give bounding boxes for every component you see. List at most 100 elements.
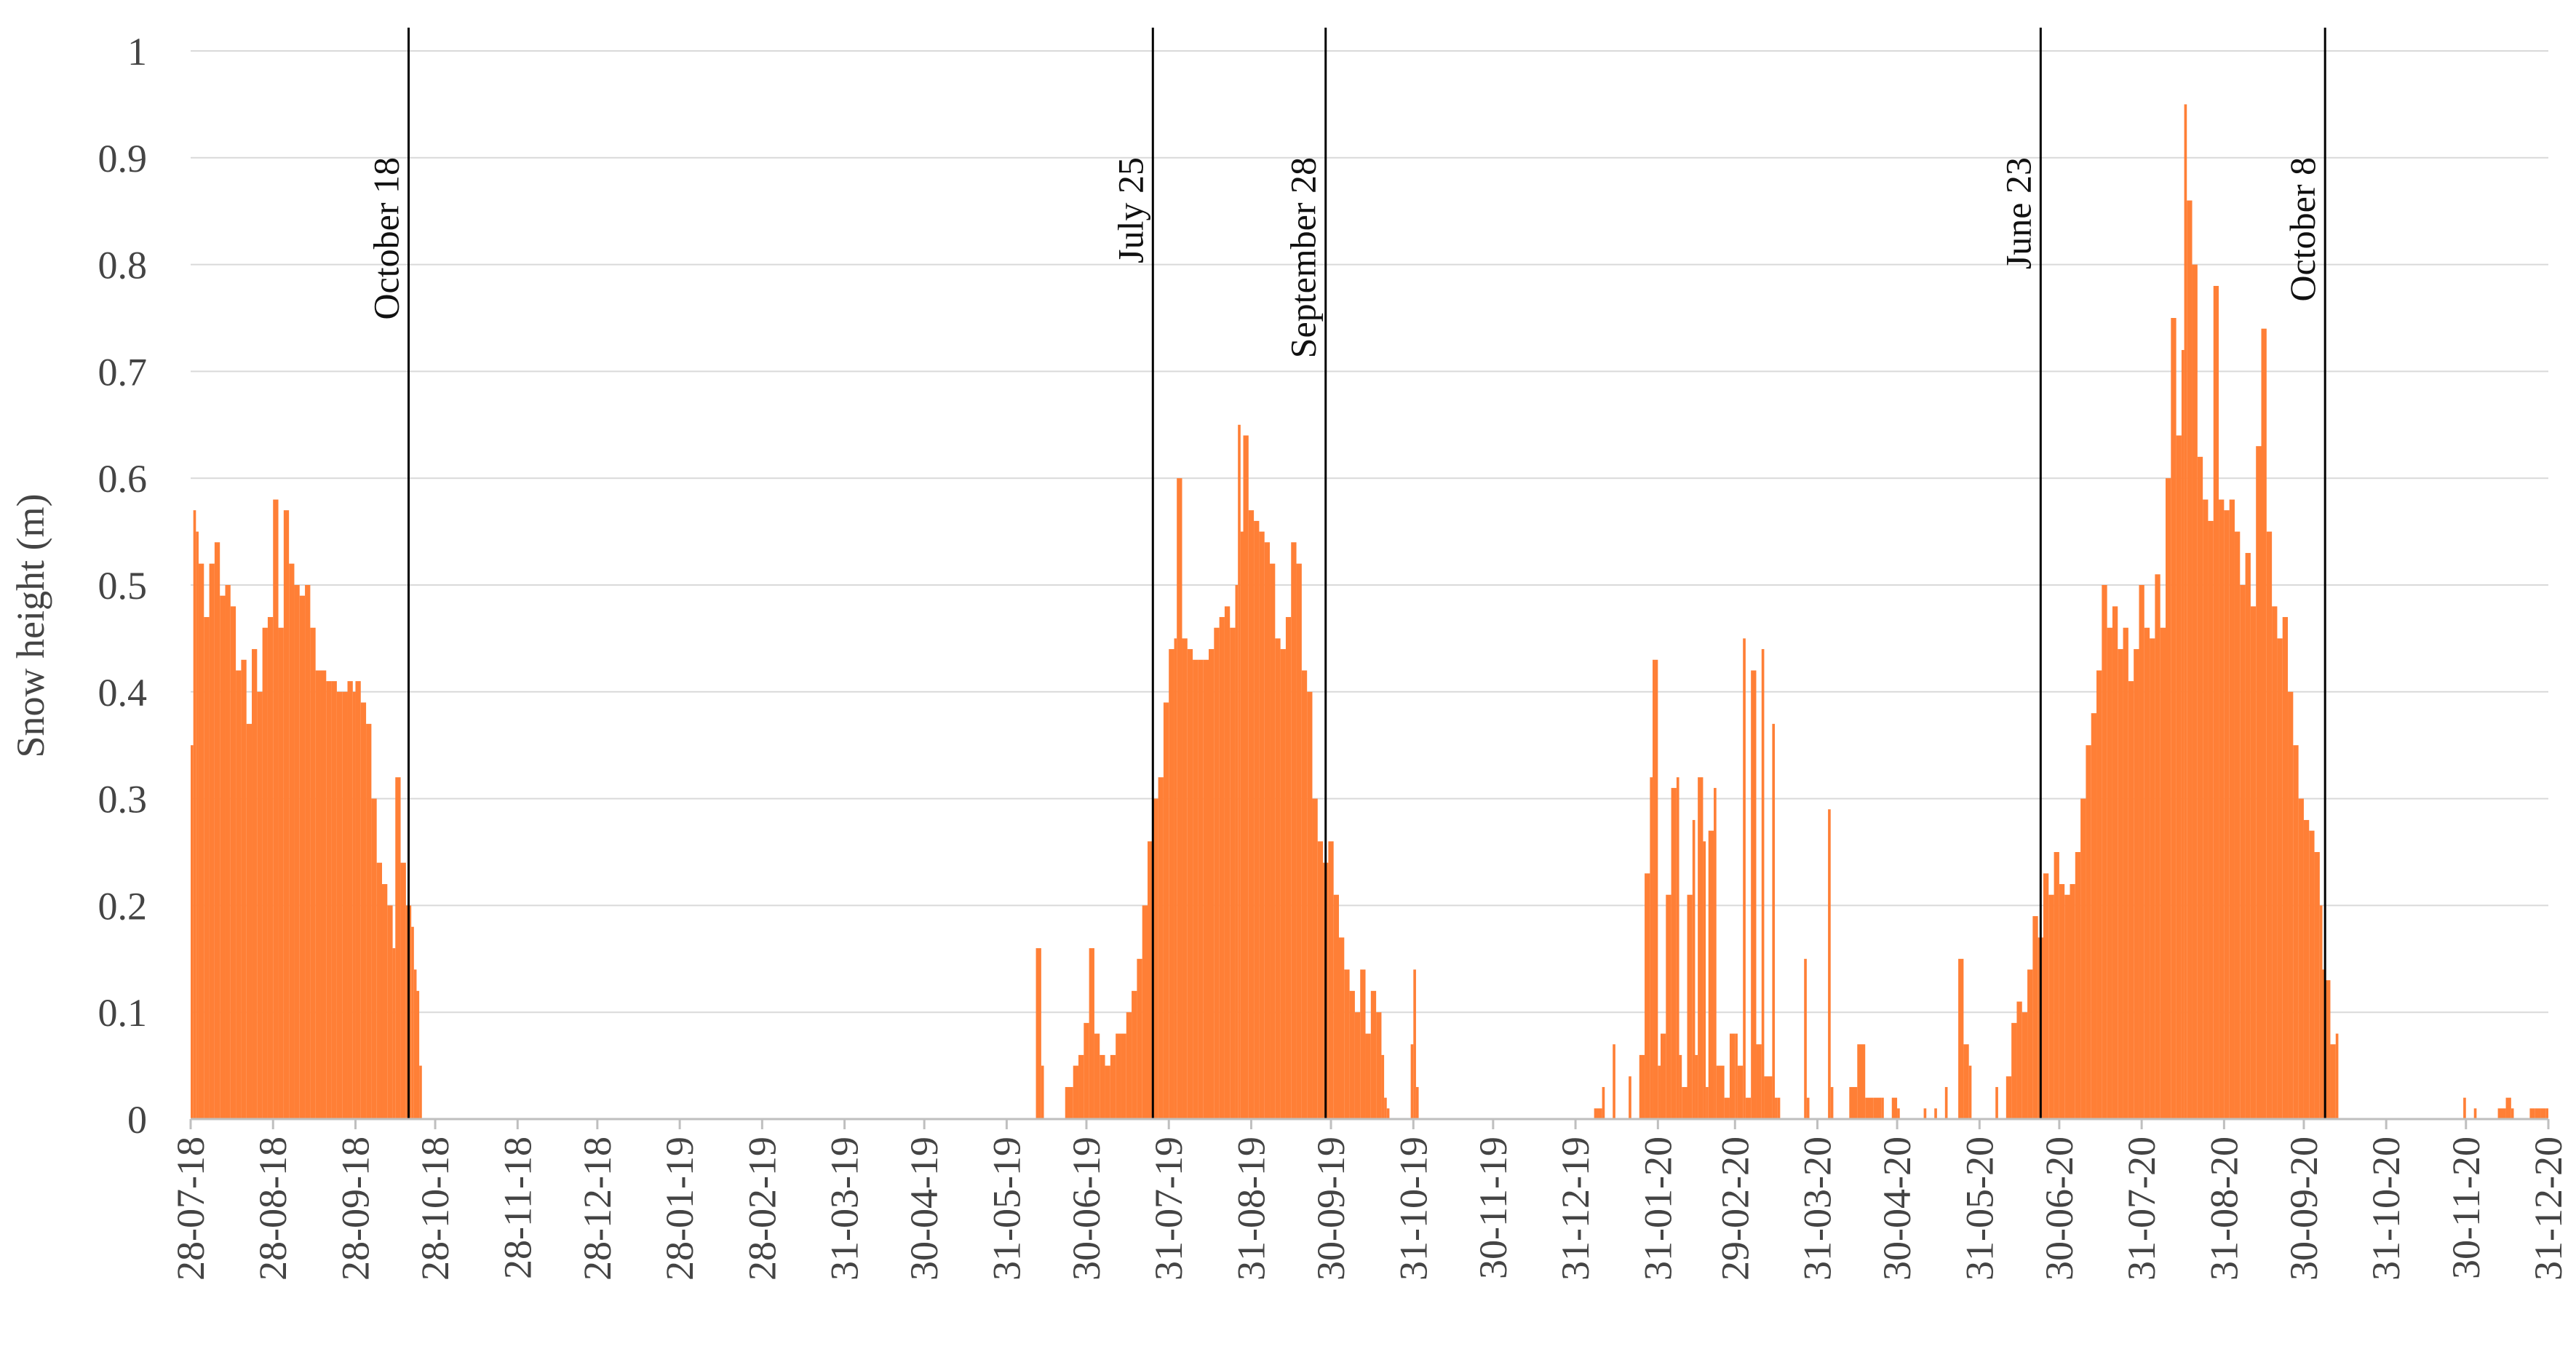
snow-bar xyxy=(352,691,356,1119)
snow-bar xyxy=(305,585,311,1119)
snow-bar xyxy=(1737,1065,1744,1119)
event-label: June 23 xyxy=(1997,157,2038,269)
snow-bar xyxy=(2005,1076,2012,1119)
snow-bar xyxy=(2535,1108,2541,1119)
snow-bar xyxy=(2540,1108,2546,1119)
snow-bar xyxy=(1764,1076,1773,1119)
axes: 0 0.1 0.2 0.3 0.4 0.5 0.6 0.7 0.8 0.9 1 28-07-18 28-… xyxy=(98,30,2571,1281)
snow-bar xyxy=(2261,328,2267,1120)
snow-bar xyxy=(1751,670,1757,1119)
snow-bar xyxy=(320,670,327,1119)
snow-bar xyxy=(1613,1044,1615,1119)
snow-bar xyxy=(2240,585,2246,1119)
snow-bar xyxy=(278,627,284,1119)
snow-bar xyxy=(193,510,196,1119)
snow-bar xyxy=(2096,670,2102,1119)
snow-bar xyxy=(1158,777,1164,1119)
snow-bar xyxy=(1857,1044,1866,1119)
snow-bar xyxy=(400,862,406,1119)
snow-bar xyxy=(2322,969,2326,1119)
snow-bar xyxy=(371,798,377,1119)
snow-bar xyxy=(1230,627,1236,1119)
y-tick-label: 0.7 xyxy=(98,350,148,394)
snow-bar xyxy=(2250,606,2257,1119)
y-tick-label: 0.9 xyxy=(98,137,148,180)
snow-bar xyxy=(1865,1097,1874,1119)
snow-bar xyxy=(2288,691,2294,1119)
snow-bar xyxy=(2144,627,2150,1119)
snow-bar xyxy=(1280,649,1286,1119)
snow-bar xyxy=(2245,552,2251,1119)
snow-bar xyxy=(381,884,388,1119)
snow-bar xyxy=(1344,969,1350,1119)
snow-bar xyxy=(1073,1065,1079,1119)
snow-bar xyxy=(2171,318,2177,1119)
snow-bar xyxy=(1110,1054,1116,1119)
snow-bar xyxy=(1041,1065,1044,1119)
snow-bar xyxy=(1777,1097,1781,1119)
snow-bar xyxy=(1065,1086,1073,1119)
x-tick-label: 28-12-18 xyxy=(576,1137,619,1281)
snow-bar xyxy=(1695,1054,1698,1119)
snow-bar xyxy=(1944,1086,1948,1119)
snow-bar xyxy=(2473,1108,2477,1119)
snow-bar xyxy=(336,691,343,1119)
snow-bar xyxy=(1338,937,1345,1119)
snow-bar xyxy=(1169,649,1174,1119)
snow-bar xyxy=(1660,1033,1666,1119)
snow-bar xyxy=(209,563,215,1119)
snow-bar xyxy=(1126,1012,1132,1119)
snow-bar xyxy=(2319,905,2323,1119)
snow-bar xyxy=(283,510,290,1119)
snow-bar xyxy=(1270,563,1276,1119)
x-tick-label: 30-06-20 xyxy=(2038,1137,2081,1281)
snow-bar xyxy=(2463,1097,2466,1119)
snow-bar xyxy=(2282,617,2289,1119)
snow-bar xyxy=(1296,563,1302,1119)
snow-bar xyxy=(1198,659,1204,1119)
x-tick-label: 28-01-19 xyxy=(658,1137,701,1281)
snow-bar xyxy=(1035,948,1041,1119)
snow-bar xyxy=(1328,841,1334,1119)
snow-bar xyxy=(2184,104,2187,1119)
snow-bar xyxy=(2497,1108,2506,1119)
y-tick-label: 0.3 xyxy=(98,778,148,821)
snow-bar xyxy=(1174,638,1177,1119)
snow-bar xyxy=(366,723,372,1119)
snow-bar xyxy=(2298,798,2304,1119)
snow-bar xyxy=(331,681,337,1119)
snow-bar xyxy=(236,670,242,1119)
snow-bar xyxy=(1307,691,1313,1119)
snow-bar xyxy=(2505,1097,2511,1119)
snow-bar xyxy=(1275,638,1281,1119)
snow-bar xyxy=(2080,798,2086,1119)
x-tick-label: 31-08-19 xyxy=(1229,1137,1273,1281)
snow-bar xyxy=(2027,969,2033,1119)
snow-bar xyxy=(225,585,231,1119)
y-tick-label: 0 xyxy=(127,1098,147,1142)
snow-bar xyxy=(1386,1108,1390,1119)
bar-series xyxy=(191,104,2548,1120)
snow-bar xyxy=(1132,990,1137,1119)
snow-bar xyxy=(2309,830,2315,1119)
snow-bar xyxy=(1248,510,1255,1119)
snow-bar xyxy=(1100,1054,1105,1119)
x-tick-label: 31-05-20 xyxy=(1957,1137,2001,1281)
snow-bar xyxy=(1881,1097,1884,1119)
snow-bar xyxy=(2330,1044,2336,1119)
y-tick-label: 0.2 xyxy=(98,884,148,928)
snow-bar xyxy=(2213,285,2219,1120)
snow-bar xyxy=(315,670,321,1119)
snow-bar xyxy=(1182,638,1188,1119)
snow-bar xyxy=(1653,659,1658,1119)
snow-bar xyxy=(2192,264,2198,1120)
event-label: October 8 xyxy=(2282,157,2323,302)
snow-bar xyxy=(1995,1086,1998,1119)
snow-bar xyxy=(1089,948,1094,1119)
x-tick-label: 30-04-20 xyxy=(1875,1137,1919,1281)
snow-bar xyxy=(289,563,295,1119)
snow-bar xyxy=(326,681,332,1119)
snow-bar xyxy=(2277,638,2283,1119)
snow-bar xyxy=(2266,531,2273,1119)
